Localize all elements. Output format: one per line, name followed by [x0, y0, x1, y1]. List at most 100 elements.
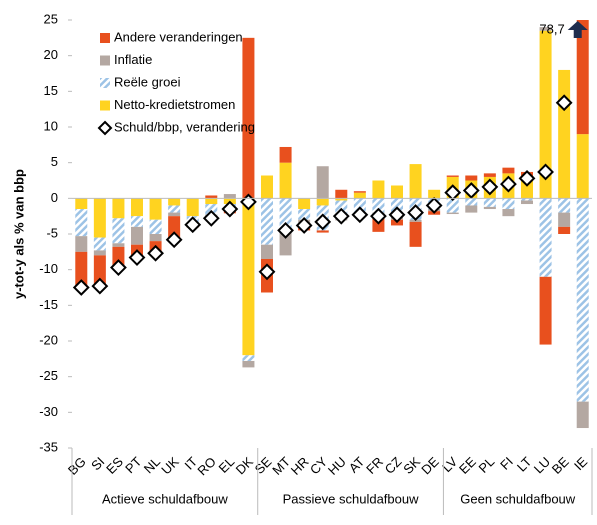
bar-segment [539, 27, 552, 31]
legend-swatch [100, 33, 110, 43]
bar-segment [558, 226, 571, 234]
bar-segment [409, 221, 422, 247]
bar-segment [446, 198, 459, 213]
bar-segment [521, 198, 533, 201]
bar-segment [149, 234, 162, 242]
diamond-marker [184, 216, 202, 234]
diamond-marker [295, 217, 313, 234]
diamond-marker [444, 184, 462, 202]
bar-segment [279, 146, 292, 163]
bar-segment [261, 175, 273, 199]
bar-segment [112, 243, 125, 247]
bar-segment [353, 191, 366, 193]
legend-swatch [100, 55, 110, 66]
bar-segment [372, 180, 385, 199]
bar-segment [558, 212, 571, 227]
bar-segment [465, 198, 478, 206]
legend-marker [97, 120, 113, 136]
diamond-marker [110, 259, 127, 276]
bar-segment [75, 198, 88, 210]
diamond-marker [370, 207, 387, 225]
diamond-marker [202, 209, 220, 227]
bar-segment [335, 189, 348, 199]
bar-segment [223, 194, 236, 199]
bar-segment [242, 37, 255, 199]
bar-segment [131, 226, 143, 245]
bar-segment [353, 198, 366, 213]
bar-segment [131, 216, 143, 227]
bar-segment [93, 255, 106, 288]
bar-segment [279, 198, 292, 231]
diamond-marker [481, 178, 499, 196]
bar-segment [502, 209, 515, 217]
bar-segment [149, 219, 162, 234]
bar-segment [409, 164, 422, 199]
x-tick-label: BE [549, 454, 572, 477]
bar-segment [75, 209, 88, 237]
plot-area [72, 20, 589, 429]
bar-segment [131, 198, 143, 217]
y-tick-label: -30 [39, 404, 58, 419]
diamond-marker [518, 169, 536, 187]
diamond-marker [221, 200, 239, 218]
bar-segment [446, 212, 459, 215]
y-tick-label: -25 [39, 368, 58, 383]
diamond-marker [128, 249, 146, 266]
diamond-marker [258, 263, 276, 281]
bar-segment [75, 236, 88, 252]
bar-segment [558, 198, 571, 213]
x-tick-label: PL [476, 454, 498, 476]
bar-segment [186, 198, 199, 217]
bar-segment [558, 69, 571, 199]
legend-label: Andere veranderingen [114, 29, 243, 44]
bar-segment [483, 173, 496, 177]
group-label: Actieve schuldafbouw [102, 491, 228, 506]
bar-segment [112, 198, 125, 219]
overflow-arrow [567, 21, 588, 38]
bar-segment [539, 276, 552, 345]
bar-segment [576, 134, 589, 199]
bar-segment [205, 198, 218, 205]
bar-segment [576, 401, 589, 429]
bar-segment [465, 175, 478, 181]
bar-segment [93, 237, 106, 251]
diamond-marker [407, 204, 424, 222]
value-label: 78,7 [539, 21, 564, 36]
bar-segment [93, 198, 106, 238]
y-axis-label: y-tot-y als % van bbp [11, 169, 26, 299]
bar-segment [502, 167, 515, 174]
bar-segment [205, 195, 218, 199]
bar-segment [539, 198, 552, 277]
diamond-marker [72, 279, 90, 296]
bar-segment [168, 198, 181, 206]
diamond-marker [314, 213, 332, 231]
y-tick-label: 0 [51, 190, 58, 205]
diamond-marker [165, 231, 183, 249]
y-tick-label: 10 [44, 118, 58, 133]
bar-segment [446, 175, 459, 177]
diamond-marker [351, 206, 369, 224]
bar-segment [261, 198, 273, 245]
bar-segment [242, 360, 255, 368]
bar-segment [168, 212, 181, 217]
legend-swatch [100, 78, 110, 88]
legend-label: Netto-kredietstromen [114, 97, 235, 112]
bar-segment [353, 192, 366, 199]
bar-segment [316, 166, 329, 199]
bar-segment [576, 20, 589, 135]
group-label: Geen schuldafbouw [460, 491, 576, 506]
bar-segment [149, 198, 162, 220]
bar-segment [75, 251, 88, 288]
y-tick-label: -35 [39, 439, 58, 454]
diamond-marker [462, 182, 480, 199]
bar-segment [93, 250, 106, 256]
x-tick-label: IE [571, 454, 591, 474]
x-tick-label: BG [65, 454, 89, 478]
y-tick-label: -15 [39, 297, 58, 312]
bar-segment [316, 230, 329, 233]
bar-segment [335, 198, 348, 201]
bar-segment [242, 198, 255, 356]
bar-segment [279, 230, 292, 256]
bar-segment [298, 209, 311, 220]
x-tick-label: UK [158, 454, 182, 478]
